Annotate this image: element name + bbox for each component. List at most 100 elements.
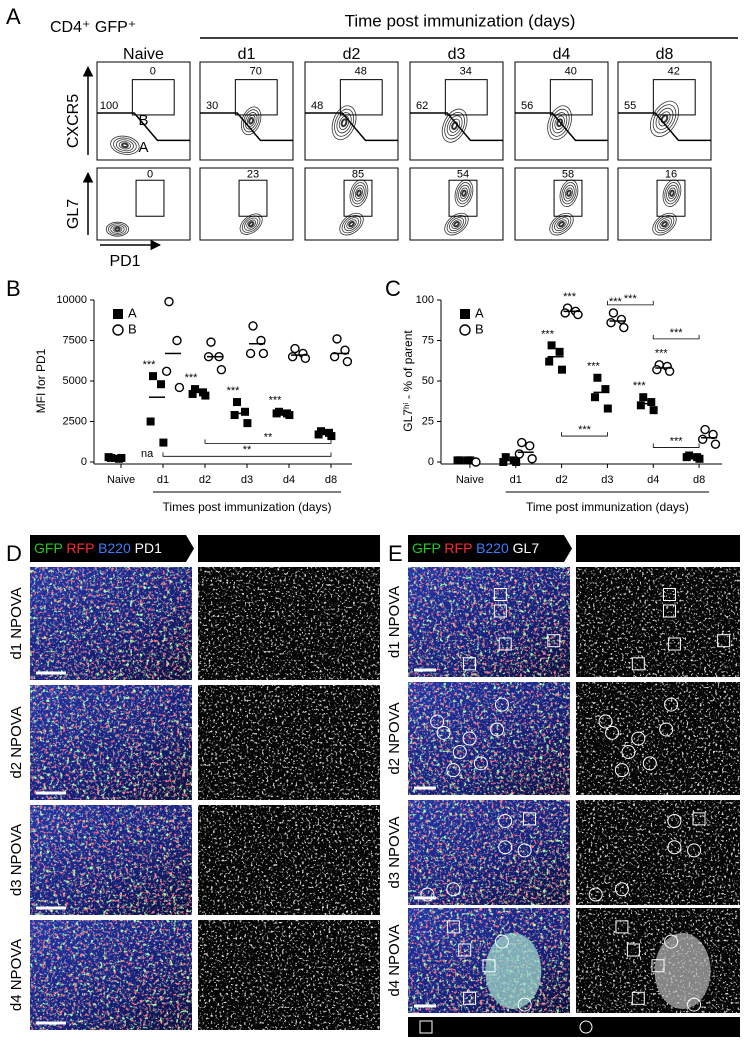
legend-bar — [408, 1017, 740, 1037]
gate-value: 58 — [562, 168, 574, 180]
column-header: d1 — [238, 46, 256, 63]
x-tick-label: d4 — [647, 474, 659, 486]
gate-value: 0 — [150, 66, 156, 78]
cell-square — [615, 920, 629, 934]
legend-label: GL7- T cells — [438, 1018, 508, 1033]
data-point — [258, 348, 269, 359]
gate-line — [515, 112, 608, 142]
significance-label: *** — [185, 372, 199, 384]
flow-plot-frame — [96, 167, 191, 241]
timeline-label: Time post immunization (days) — [345, 11, 576, 30]
data-point — [547, 341, 556, 350]
merge-image-white — [30, 567, 192, 680]
contour — [659, 219, 670, 229]
gate-value: 48 — [355, 66, 367, 78]
row-label: d3 NPOVA — [8, 824, 25, 896]
bracket-label: *** — [670, 435, 684, 447]
x-tick-label: d3 — [601, 474, 613, 486]
data-point — [191, 385, 199, 394]
contour — [114, 226, 121, 232]
y-tick-label: 100 — [416, 294, 434, 306]
contour — [348, 220, 355, 228]
panel-title: CD4⁺ GFP⁺ — [50, 19, 136, 36]
cell-circle — [446, 763, 461, 778]
single-channel-speckle — [198, 805, 380, 915]
contour — [118, 141, 132, 150]
data-point — [149, 372, 157, 381]
cell-square — [458, 943, 472, 957]
data-point — [340, 345, 350, 355]
data-point — [652, 364, 662, 375]
flow-plot-frame — [514, 61, 609, 161]
gate-value: 70 — [250, 66, 262, 78]
data-point — [174, 382, 185, 393]
significance-label: *** — [609, 296, 623, 308]
contour — [339, 212, 364, 236]
cell-circle — [430, 714, 445, 729]
row-label: d2 NPOVA — [386, 702, 403, 774]
contour — [112, 225, 123, 233]
contour — [242, 109, 260, 133]
cell-circle — [642, 756, 657, 771]
contour — [551, 215, 572, 234]
contour — [338, 115, 350, 130]
contour — [336, 112, 352, 134]
significance-bracket — [652, 443, 700, 448]
data-point — [188, 389, 197, 398]
significance-label: *** — [227, 385, 241, 397]
gate-box — [444, 79, 488, 116]
cell-circle — [664, 697, 679, 712]
contour — [244, 217, 259, 231]
gate-value: 0 — [147, 168, 153, 180]
data-point — [560, 308, 570, 318]
contour — [246, 219, 256, 229]
contour — [341, 215, 362, 234]
bracket-label: *** — [624, 293, 638, 305]
contour — [556, 219, 567, 229]
merge-image-white — [408, 800, 570, 905]
gate-label: B — [138, 112, 148, 129]
data-point — [557, 365, 566, 374]
gate-value: 16 — [665, 168, 677, 180]
x-tick-label: d1 — [510, 474, 522, 486]
row-label: d4 NPOVA — [386, 924, 403, 996]
data-point — [300, 353, 311, 364]
contour — [453, 220, 460, 228]
x-tick-label: d1 — [157, 474, 169, 486]
channel-header — [576, 535, 740, 562]
data-point — [700, 424, 710, 435]
bracket-label: ** — [243, 444, 252, 456]
data-point — [161, 366, 172, 376]
significance-label: *** — [655, 348, 669, 360]
data-point — [206, 337, 216, 347]
gate-value: 56 — [521, 100, 533, 112]
flow-plot-frame — [409, 167, 504, 241]
significance-bracket — [204, 439, 332, 444]
column-header: d3 — [448, 46, 466, 63]
contour — [241, 215, 261, 233]
column-header: d4 — [553, 46, 571, 63]
cell-square — [498, 637, 512, 651]
contour — [549, 108, 570, 137]
contour — [340, 118, 348, 128]
y-tick-label: 0 — [428, 456, 434, 468]
data-point — [290, 343, 300, 354]
channel-label: GFP RFP B220 PD1 — [34, 540, 162, 556]
x-tick-label: d2 — [555, 474, 567, 486]
cell-square — [692, 812, 706, 826]
gate-value: 54 — [457, 168, 469, 180]
data-point — [525, 441, 535, 451]
gate-value: 42 — [668, 66, 680, 78]
data-point — [616, 314, 627, 325]
significance-bracket — [561, 432, 608, 437]
bracket-label: *** — [670, 327, 684, 339]
data-point — [329, 352, 340, 362]
gate-value: 100 — [100, 100, 118, 112]
panel-letter: E — [388, 541, 403, 566]
gate-box — [553, 179, 583, 217]
data-point — [146, 417, 155, 426]
panel-letter: C — [385, 276, 401, 301]
cell-circle — [462, 731, 477, 746]
contour — [248, 117, 255, 125]
gate-line — [410, 112, 503, 142]
